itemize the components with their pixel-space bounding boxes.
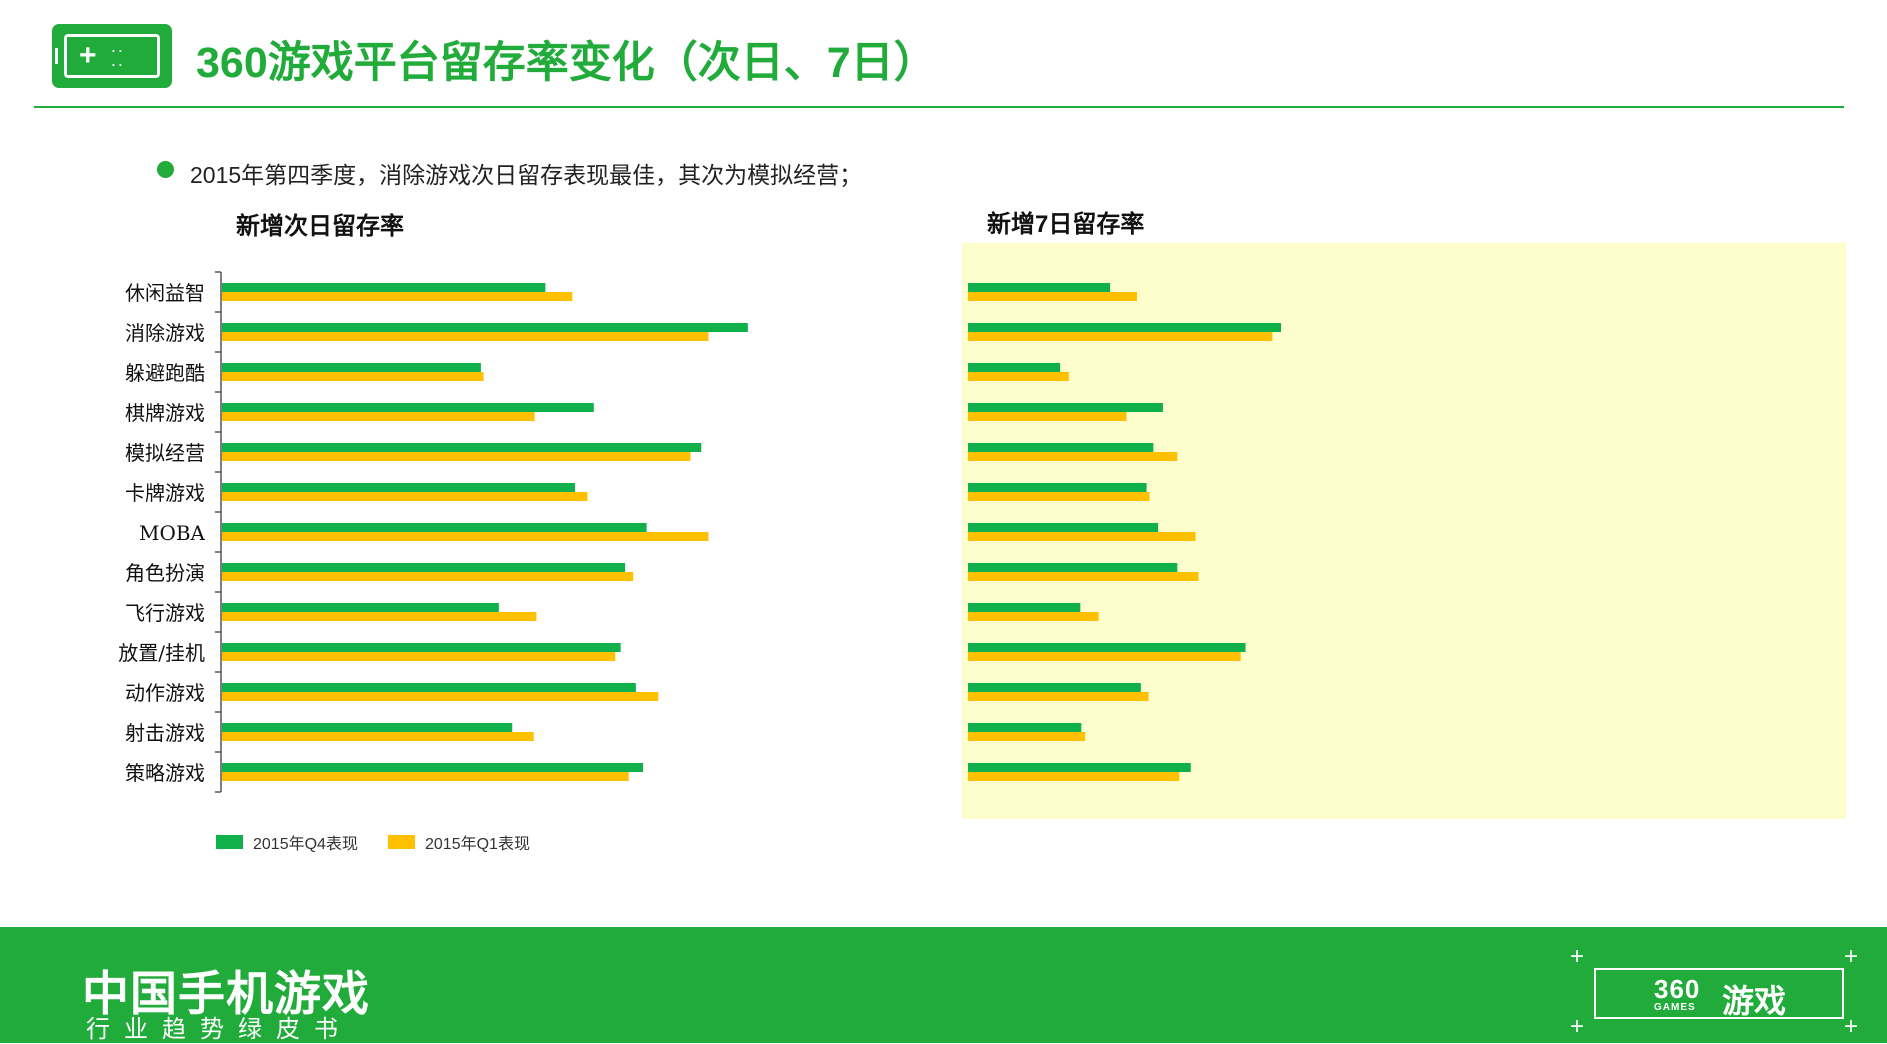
bar-q1 [222,692,659,701]
bar-q1 [968,532,1196,541]
bar-q4 [968,443,1154,452]
category-label: 飞行游戏 [125,601,205,625]
bar-q1 [968,292,1137,301]
bar-q4 [968,563,1178,572]
category-label: 策略游戏 [125,761,205,785]
bar-q4 [968,323,1282,332]
bar-q4 [222,723,513,732]
bar-q1 [222,372,484,381]
bar-q4 [968,603,1081,612]
bar-q4 [222,403,594,412]
legend-label-q4: 2015年Q4表现 [253,836,358,853]
gamepad-icon: + ∙∙ ∙∙ [52,24,172,88]
bar-q1 [968,772,1180,781]
bar-q1 [968,732,1086,741]
category-label: 动作游戏 [125,681,205,705]
bar-q1 [968,452,1178,461]
plus-icon: + [1570,943,1585,970]
bar-q4 [968,283,1111,292]
bar-q4 [222,363,481,372]
brand-logo: 360 GAMES 游戏 [1594,968,1844,1019]
category-label: 棋牌游戏 [125,401,205,425]
bar-q4 [222,683,636,692]
bar-q4 [968,643,1246,652]
category-label: 消除游戏 [125,321,205,345]
brand-games: GAMES [1654,1002,1696,1013]
bar-q1 [968,412,1127,421]
bullet-text: 2015年第四季度，消除游戏次日留存表现最佳，其次为模拟经营； [190,162,863,188]
bar-q1 [222,332,709,341]
plus-icon: + [1844,943,1859,970]
bar-q1 [222,492,588,501]
category-label: 躲避跑酷 [125,361,205,385]
bar-q1 [222,452,691,461]
brand-name: 游戏 [1722,983,1787,1019]
category-label: 角色扮演 [125,561,205,585]
footer-subtitle: 行业趋势绿皮书 [86,1016,352,1043]
chart-title-next-day: 新增次日留存率 [236,213,404,240]
legend-swatch-q1 [388,835,415,849]
legend-swatch-q4 [216,835,243,849]
legend-label-q1: 2015年Q1表现 [425,836,530,853]
footer-banner: 中国手机游戏 行业趋势绿皮书 + + + + 360 GAMES 游戏 [0,927,1887,1043]
page-title: 360游戏平台留存率变化（次日、7日） [196,39,937,87]
bar-q4 [968,363,1061,372]
bar-q1 [968,572,1199,581]
bar-q4 [968,763,1191,772]
category-label: 放置/挂机 [118,641,205,665]
footer-title: 中国手机游戏 [82,967,370,1020]
bar-q1 [222,572,634,581]
bar-q1 [968,332,1273,341]
bar-q4 [222,323,748,332]
bar-q1 [222,772,629,781]
bar-q4 [222,643,621,652]
bar-q4 [222,563,626,572]
chart-title-7-day: 新增7日留存率 [987,211,1145,238]
bar-q4 [968,483,1147,492]
bar-q1 [968,372,1069,381]
bar-q1 [222,612,537,621]
bar-q4 [968,723,1082,732]
bar-q1 [968,692,1149,701]
plus-icon: + [1570,1013,1585,1040]
bar-q4 [222,603,499,612]
bar-q1 [968,492,1150,501]
bar-q1 [968,612,1099,621]
bar-q4 [222,283,546,292]
title-divider [34,106,1844,108]
bar-q4 [222,443,702,452]
bar-q4 [968,683,1141,692]
category-label: 模拟经营 [125,441,205,465]
category-label: 休闲益智 [125,281,205,305]
bar-q4 [222,523,647,532]
category-label: MOBA [139,521,206,545]
bar-q4 [968,523,1159,532]
brand-number: 360 [1654,974,1701,1004]
bar-q1 [222,532,709,541]
bar-q1 [222,292,573,301]
bar-q1 [968,652,1241,661]
bullet-dot [157,161,174,178]
bar-q1 [222,652,616,661]
bar-q1 [222,732,534,741]
plus-icon: + [1844,1013,1859,1040]
category-label: 射击游戏 [125,721,205,745]
bar-q4 [968,403,1163,412]
legend-item-q4: 2015年Q4表现 [216,830,358,854]
bar-q4 [222,763,644,772]
bar-q1 [222,412,535,421]
legend-item-q1: 2015年Q1表现 [388,830,530,854]
category-label: 卡牌游戏 [125,481,205,505]
bar-q4 [222,483,575,492]
